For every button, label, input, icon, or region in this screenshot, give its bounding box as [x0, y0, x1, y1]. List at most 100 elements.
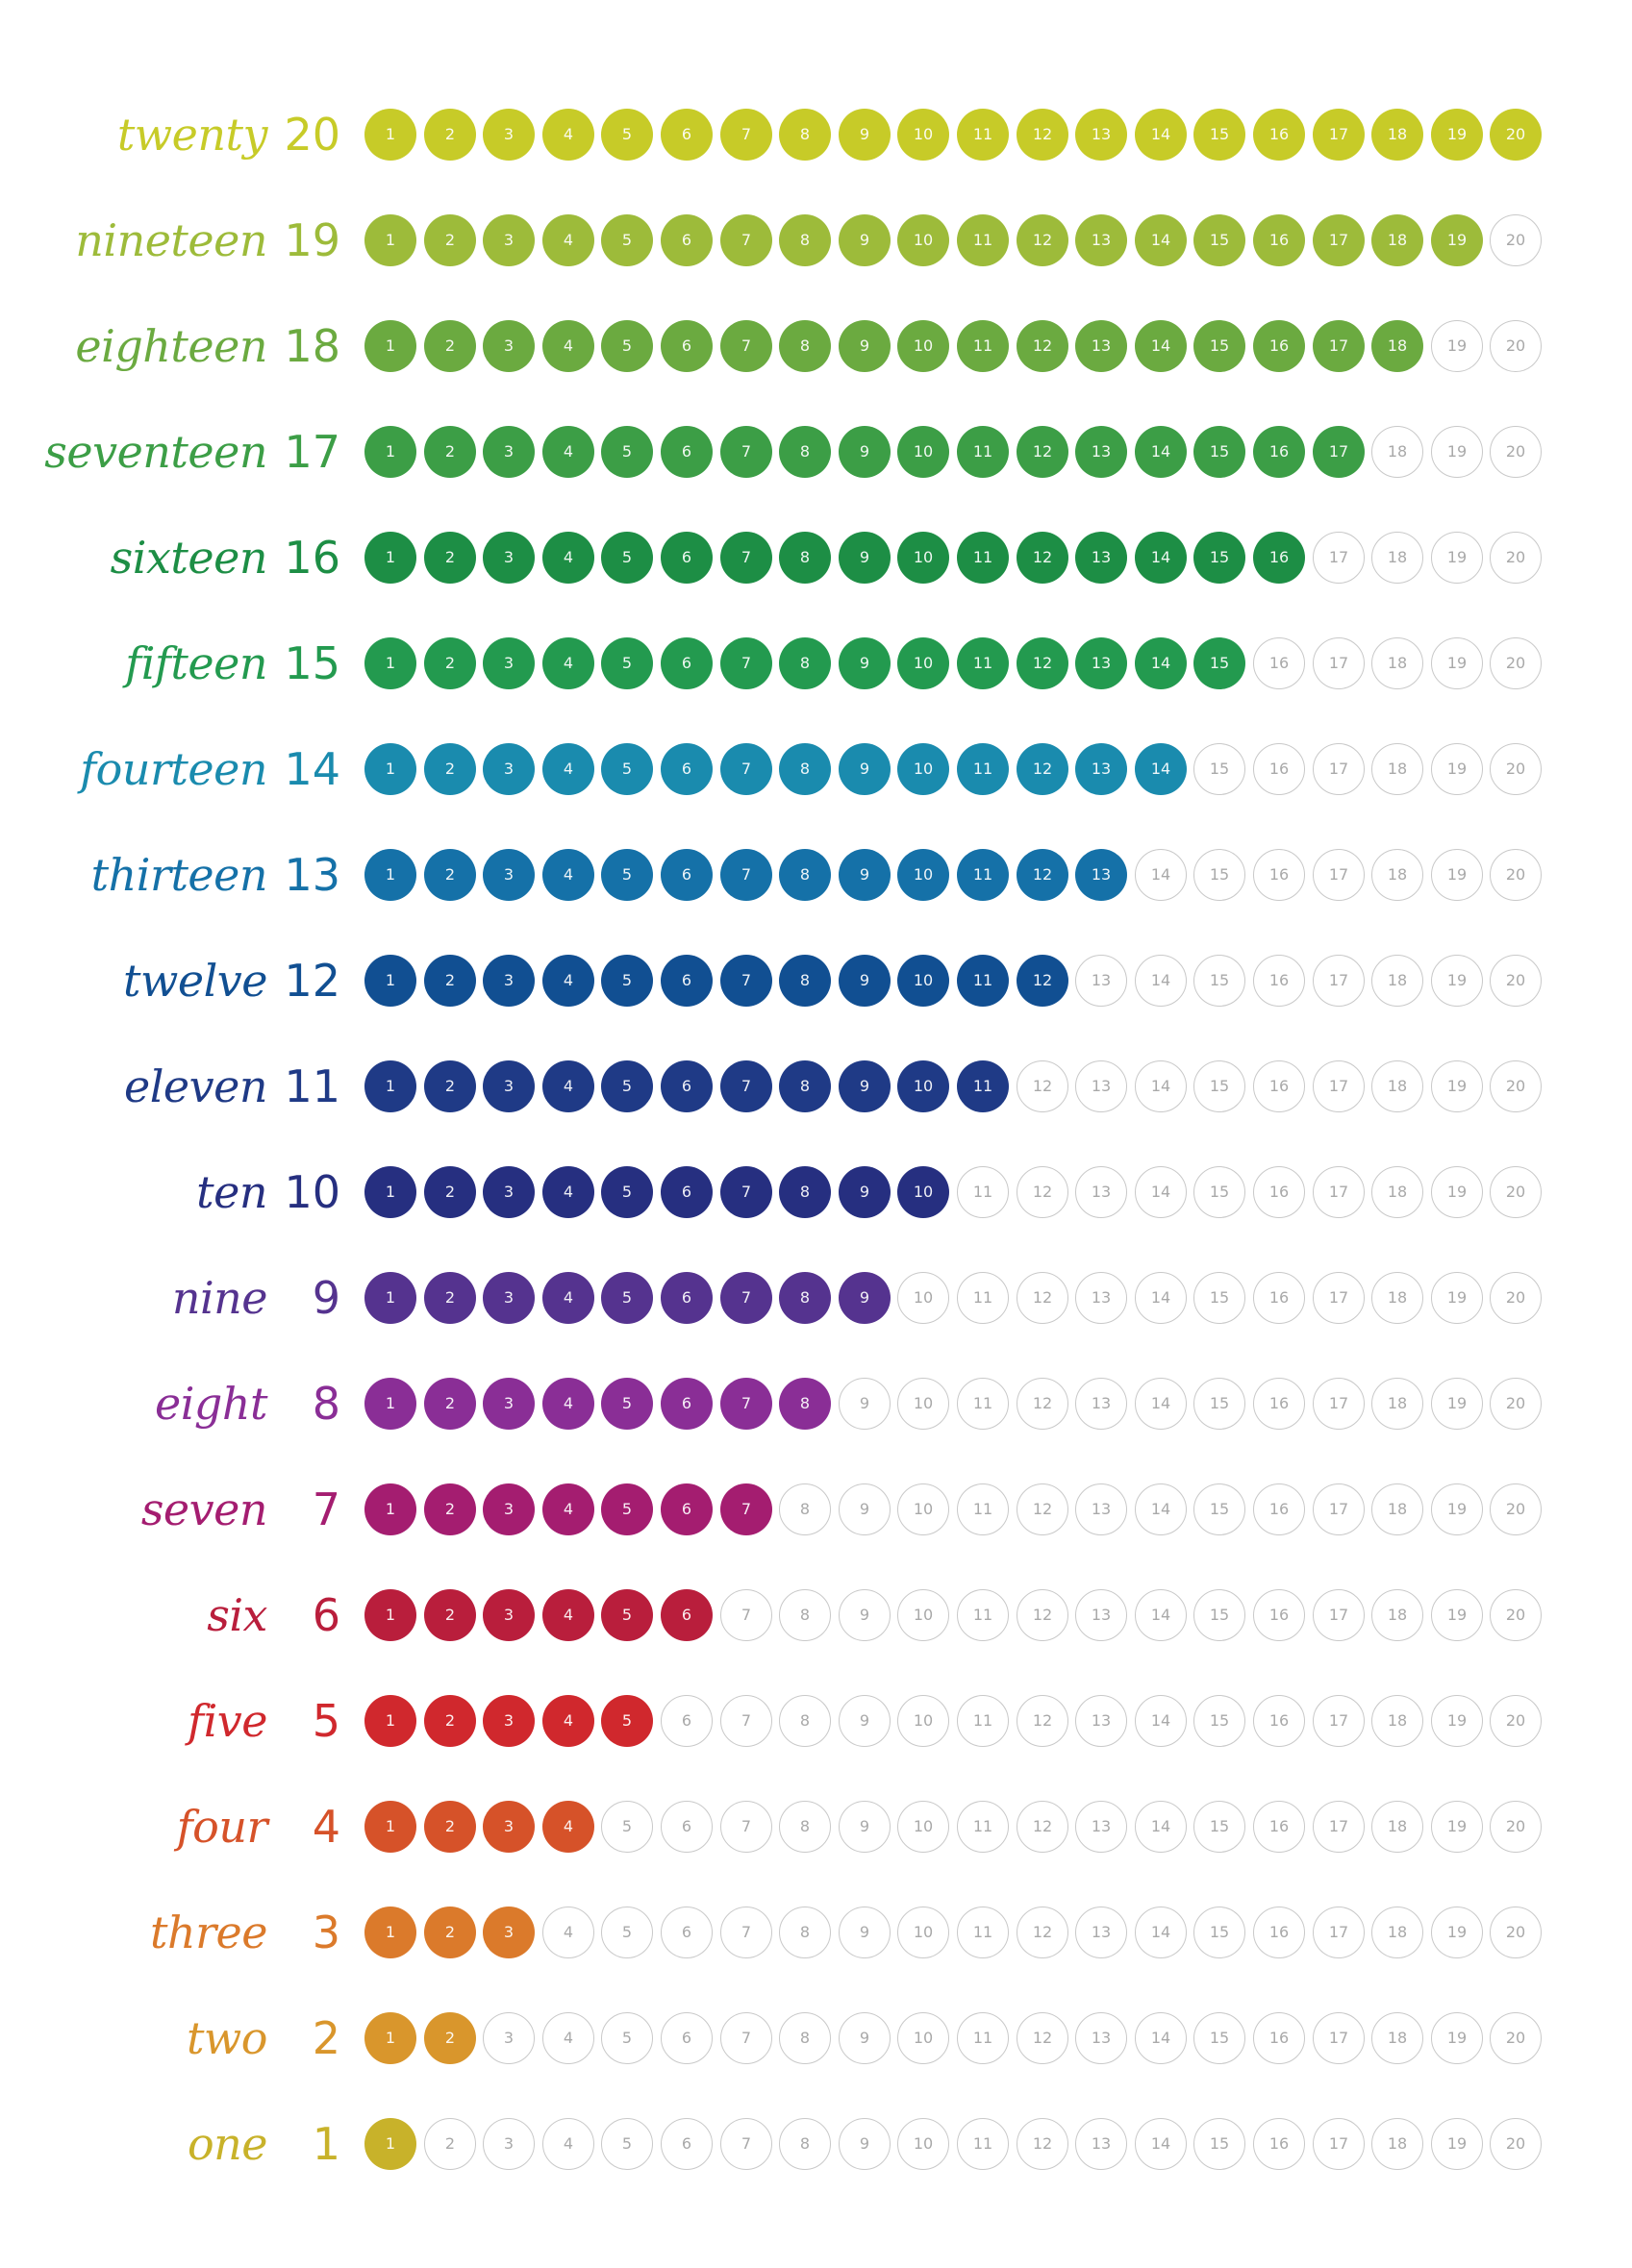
filled-counter-dot: 2	[424, 1166, 476, 1218]
empty-counter-dot: 15	[1193, 2012, 1245, 2064]
empty-counter-dot: 12	[1017, 2012, 1068, 2064]
filled-counter-dot: 2	[424, 109, 476, 161]
filled-counter-dot: 7	[720, 1483, 772, 1535]
filled-counter-dot: 12	[1017, 109, 1068, 161]
empty-counter-dot: 15	[1193, 2118, 1245, 2170]
filled-counter-dot: 5	[601, 1589, 653, 1641]
number-digit-label: 12	[284, 955, 340, 1007]
filled-counter-dot: 1	[364, 532, 416, 584]
filled-counter-dot: 1	[364, 1272, 416, 1324]
filled-counter-dot: 7	[720, 109, 772, 161]
filled-counter-dot: 15	[1193, 214, 1245, 266]
number-row-nineteen: nineteen 19 1 2 3 4 5 6 7 8 9 10 11 12 13 14 15 16 17 18 19 2…	[0, 212, 1632, 269]
filled-counter-dot: 3	[483, 1060, 535, 1112]
filled-counter-dot: 8	[779, 637, 831, 689]
empty-counter-dot: 7	[720, 2012, 772, 2064]
filled-counter-dot: 9	[839, 532, 891, 584]
empty-counter-dot: 20	[1490, 955, 1542, 1007]
empty-counter-dot: 10	[897, 1378, 949, 1430]
filled-counter-dot: 8	[779, 426, 831, 478]
filled-counter-dot: 3	[483, 1272, 535, 1324]
filled-counter-dot: 2	[424, 1695, 476, 1747]
filled-counter-dot: 13	[1075, 320, 1127, 372]
number-row-fifteen: fifteen 15 1 2 3 4 5 6 7 8 9 10 11 12 13 14 15 16 17 18 19 20	[0, 635, 1632, 692]
filled-counter-dot: 2	[424, 214, 476, 266]
empty-counter-dot: 11	[957, 1907, 1009, 1958]
number-word-label: fifteen	[125, 637, 267, 689]
filled-counter-dot: 5	[601, 955, 653, 1007]
filled-counter-dot: 10	[897, 109, 949, 161]
empty-counter-dot: 16	[1253, 1907, 1305, 1958]
empty-counter-dot: 11	[957, 1589, 1009, 1641]
filled-counter-dot: 11	[957, 743, 1009, 795]
empty-counter-dot: 13	[1075, 1589, 1127, 1641]
filled-counter-dot: 6	[661, 532, 713, 584]
empty-counter-dot: 8	[779, 2012, 831, 2064]
number-word-label: eighteen	[75, 320, 267, 372]
empty-counter-dot: 16	[1253, 1589, 1305, 1641]
empty-counter-dot: 18	[1371, 955, 1423, 1007]
empty-counter-dot: 19	[1431, 955, 1483, 1007]
filled-counter-dot: 3	[483, 1589, 535, 1641]
number-word-label: eleven	[124, 1060, 268, 1112]
empty-counter-dot: 9	[839, 1378, 891, 1430]
filled-counter-dot: 1	[364, 1801, 416, 1853]
empty-counter-dot: 10	[897, 1272, 949, 1324]
filled-counter-dot: 15	[1193, 637, 1245, 689]
empty-counter-dot: 18	[1371, 426, 1423, 478]
filled-counter-dot: 14	[1135, 320, 1187, 372]
empty-counter-dot: 16	[1253, 1166, 1305, 1218]
empty-counter-dot: 15	[1193, 1695, 1245, 1747]
empty-counter-dot: 17	[1313, 1907, 1365, 1958]
filled-counter-dot: 1	[364, 743, 416, 795]
number-row-seven: seven 7 1 2 3 4 5 6 7 8 9 10 11 12 13 14 15 16 17 18 19 20	[0, 1481, 1632, 1538]
filled-counter-dot: 12	[1017, 426, 1068, 478]
filled-counter-dot: 9	[839, 743, 891, 795]
empty-counter-dot: 18	[1371, 1166, 1423, 1218]
number-digit-label: 6	[312, 1589, 340, 1641]
empty-counter-dot: 17	[1313, 1483, 1365, 1535]
filled-counter-dot: 1	[364, 1589, 416, 1641]
empty-counter-dot: 12	[1017, 1589, 1068, 1641]
empty-counter-dot: 14	[1135, 1695, 1187, 1747]
number-digit-label: 2	[312, 2012, 340, 2064]
filled-counter-dot: 10	[897, 849, 949, 901]
filled-counter-dot: 10	[897, 1060, 949, 1112]
number-word-label: thirteen	[90, 849, 268, 901]
empty-counter-dot: 19	[1431, 532, 1483, 584]
empty-counter-dot: 7	[720, 1695, 772, 1747]
filled-counter-dot: 14	[1135, 426, 1187, 478]
empty-counter-dot: 17	[1313, 1378, 1365, 1430]
empty-counter-dot: 12	[1017, 1378, 1068, 1430]
empty-counter-dot: 15	[1193, 1801, 1245, 1853]
number-word-label: ten	[196, 1166, 267, 1218]
empty-counter-dot: 19	[1431, 1060, 1483, 1112]
number-row-eleven: eleven 11 1 2 3 4 5 6 7 8 9 10 11 12 13 14 15 16 17 18 19 20	[0, 1058, 1632, 1115]
number-digit-label: 11	[284, 1060, 340, 1112]
filled-counter-dot: 4	[542, 1060, 594, 1112]
filled-counter-dot: 4	[542, 849, 594, 901]
filled-counter-dot: 10	[897, 743, 949, 795]
filled-counter-dot: 11	[957, 109, 1009, 161]
number-row-twelve: twelve 12 1 2 3 4 5 6 7 8 9 10 11 12 13 14 15 16 17 18 19 20	[0, 952, 1632, 1009]
empty-counter-dot: 20	[1490, 1695, 1542, 1747]
empty-counter-dot: 5	[601, 2118, 653, 2170]
filled-counter-dot: 2	[424, 1378, 476, 1430]
empty-counter-dot: 17	[1313, 849, 1365, 901]
empty-counter-dot: 10	[897, 2012, 949, 2064]
filled-counter-dot: 4	[542, 426, 594, 478]
empty-counter-dot: 20	[1490, 1060, 1542, 1112]
empty-counter-dot: 18	[1371, 743, 1423, 795]
filled-counter-dot: 7	[720, 955, 772, 1007]
number-word-label: one	[187, 2118, 268, 2170]
filled-counter-dot: 8	[779, 214, 831, 266]
empty-counter-dot: 16	[1253, 1378, 1305, 1430]
empty-counter-dot: 16	[1253, 743, 1305, 795]
empty-counter-dot: 14	[1135, 1166, 1187, 1218]
filled-counter-dot: 12	[1017, 532, 1068, 584]
number-digit-label: 15	[284, 637, 340, 689]
filled-counter-dot: 8	[779, 1166, 831, 1218]
empty-counter-dot: 14	[1135, 1801, 1187, 1853]
empty-counter-dot: 16	[1253, 1060, 1305, 1112]
empty-counter-dot: 16	[1253, 2012, 1305, 2064]
